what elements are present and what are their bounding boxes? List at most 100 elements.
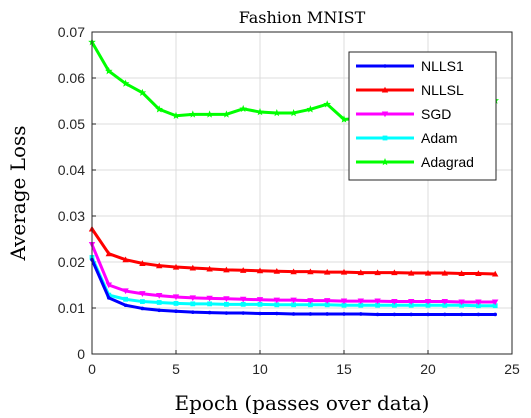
- data-point-nlls1: [174, 309, 178, 314]
- data-point-nlls1: [325, 312, 330, 316]
- data-point-nlls1: [426, 312, 430, 317]
- legend-marker: [381, 86, 389, 93]
- data-point-nlls1: [308, 312, 313, 316]
- data-point-nllsl: [424, 269, 432, 276]
- legend-item-nllsl: NLLSL: [356, 82, 464, 98]
- data-point-nlls1: [493, 312, 498, 317]
- x-tick-label: 10: [252, 361, 268, 377]
- data-point-nllsl: [374, 269, 381, 276]
- data-point-adagrad: [172, 111, 180, 119]
- data-point-adam: [291, 302, 296, 308]
- data-point-adam: [358, 302, 364, 308]
- data-point-adagrad: [189, 110, 197, 118]
- y-tick-label: 0.02: [58, 254, 85, 270]
- data-point-sgd: [424, 299, 432, 305]
- y-tick-label: 0.01: [58, 300, 85, 316]
- data-point-adam: [173, 301, 179, 306]
- y-tick-label: 0.07: [58, 24, 85, 40]
- data-point-sgd: [441, 299, 448, 305]
- data-point-nlls1: [409, 312, 414, 317]
- x-tick-label: 20: [420, 361, 436, 377]
- data-point-adagrad: [340, 115, 348, 123]
- legend-item-adam: Adam: [356, 130, 458, 146]
- data-point-nllsl: [122, 256, 129, 263]
- data-point-adagrad: [323, 100, 331, 108]
- data-point-sgd: [240, 296, 247, 303]
- data-point-adam: [156, 300, 162, 305]
- data-point-nlls1: [359, 312, 363, 316]
- data-point-adagrad: [205, 110, 214, 118]
- legend-label: Adam: [421, 130, 458, 146]
- chart-title: Fashion MNIST: [239, 8, 366, 27]
- y-tick-label: 0.06: [58, 70, 85, 86]
- y-tick-label: 0.03: [58, 208, 85, 224]
- data-point-adam: [476, 303, 481, 309]
- legend-marker: [381, 111, 389, 118]
- data-point-adagrad: [138, 88, 147, 96]
- data-point-sgd: [374, 298, 381, 305]
- legend-item-adagrad: Adagrad: [356, 154, 474, 170]
- data-point-nlls1: [459, 312, 464, 317]
- legend-item-nlls1: NLLS1: [356, 58, 464, 74]
- data-point-adam: [392, 302, 397, 308]
- data-point-sgd: [458, 299, 465, 306]
- axes-box: [91, 31, 513, 355]
- legend-marker: [381, 158, 389, 166]
- data-point-nllsl: [206, 265, 213, 272]
- data-point-sgd: [357, 298, 364, 305]
- data-point-sgd: [290, 297, 297, 304]
- data-point-sgd: [223, 296, 230, 302]
- data-point-adam: [257, 301, 263, 307]
- x-tick-label: 0: [88, 361, 96, 377]
- data-point-sgd: [139, 291, 146, 297]
- data-point-adagrad: [222, 110, 231, 118]
- legend: NLLS1 NLLSL SGD Adam Adagrad: [348, 51, 497, 181]
- data-point-sgd: [172, 294, 180, 301]
- x-tick-label: 25: [504, 361, 520, 377]
- x-tick-label: 15: [336, 361, 352, 377]
- data-point-nlls1: [107, 296, 111, 300]
- data-point-nllsl: [223, 266, 230, 273]
- data-point-adagrad: [239, 104, 247, 113]
- data-point-nllsl: [156, 262, 163, 269]
- legend-label: NLLS1: [421, 58, 464, 74]
- legend-item-sgd: SGD: [356, 106, 451, 122]
- data-point-nllsl: [458, 270, 465, 277]
- data-point-adam: [274, 302, 280, 308]
- legend-label: NLLSL: [421, 82, 464, 98]
- data-point-nllsl: [357, 269, 364, 276]
- data-point-adam: [408, 302, 414, 308]
- x-tick-labels: 0 5 10 15 20 25: [88, 361, 520, 377]
- data-point-nllsl: [273, 268, 280, 274]
- data-point-nlls1: [157, 308, 161, 313]
- data-point-nllsl: [240, 267, 247, 273]
- data-point-adam: [442, 302, 448, 308]
- data-point-sgd: [475, 299, 482, 306]
- data-point-adam: [492, 303, 498, 309]
- data-point-nllsl: [256, 267, 264, 274]
- data-point-nllsl: [408, 269, 415, 276]
- data-point-sgd: [156, 293, 163, 299]
- data-point-adam: [308, 302, 313, 308]
- data-point-adagrad: [256, 108, 264, 116]
- series-nlls1: [90, 257, 498, 317]
- data-point-nlls1: [375, 312, 380, 317]
- data-point-nllsl: [475, 270, 482, 277]
- data-point-nlls1: [392, 312, 397, 317]
- data-point-nllsl: [139, 260, 146, 266]
- data-point-sgd: [256, 297, 264, 303]
- data-point-sgd: [273, 297, 280, 304]
- x-tick-label: 5: [172, 361, 180, 377]
- legend-marker: [383, 64, 387, 68]
- data-point-nllsl: [290, 268, 297, 275]
- data-point-nllsl: [391, 269, 398, 276]
- data-point-adam: [240, 301, 246, 307]
- data-point-nlls1: [342, 312, 346, 316]
- data-point-adagrad: [273, 108, 281, 117]
- data-point-nllsl: [189, 264, 196, 271]
- data-point-adagrad: [105, 67, 113, 75]
- x-axis-label: Epoch (passes over data): [175, 391, 430, 415]
- data-point-nlls1: [123, 303, 128, 308]
- data-point-sgd: [206, 295, 213, 302]
